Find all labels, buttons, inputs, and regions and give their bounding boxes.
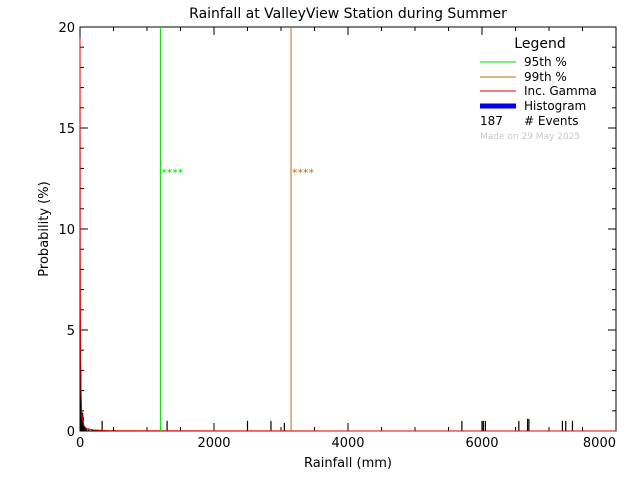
legend-label-histogram: Histogram: [524, 99, 586, 113]
y-tick-label: 20: [58, 21, 75, 36]
gamma-curve: [79, 37, 617, 432]
x-axis-label: Rainfall (mm): [304, 456, 392, 471]
y-tick-label: 0: [67, 425, 75, 440]
x-tick-label: 2000: [197, 436, 230, 451]
y-tick-label: 15: [58, 122, 75, 137]
legend-events-label: # Events: [524, 114, 579, 128]
plot-area: 0 2000 4000 6000 8000 0 5 10 15 20 **** ****: [58, 21, 617, 451]
legend: Legend 95th % 99th % Inc. Gamma Histogra…: [480, 36, 597, 142]
percentile-marker-99th: ****: [292, 166, 315, 179]
legend-title: Legend: [514, 36, 565, 52]
legend-label-gamma: Inc. Gamma: [524, 84, 597, 98]
y-tick-label: 10: [58, 223, 75, 238]
x-tick-label: 6000: [465, 436, 498, 451]
legend-label-99th: 99th %: [524, 70, 567, 84]
made-on-note: Made on 29 May 2025: [480, 132, 580, 142]
x-tick-label: 8000: [583, 436, 616, 451]
chart-title: Rainfall at ValleyView Station during Su…: [189, 6, 507, 22]
x-tick-label: 4000: [331, 436, 364, 451]
x-tick-label: 0: [76, 436, 84, 451]
y-axis-label: Probability (%): [37, 181, 52, 276]
percentile-marker-95th: ****: [161, 166, 184, 179]
legend-events-count: 187: [480, 114, 503, 128]
legend-label-95th: 95th %: [524, 55, 567, 69]
y-tick-label: 5: [67, 324, 75, 339]
